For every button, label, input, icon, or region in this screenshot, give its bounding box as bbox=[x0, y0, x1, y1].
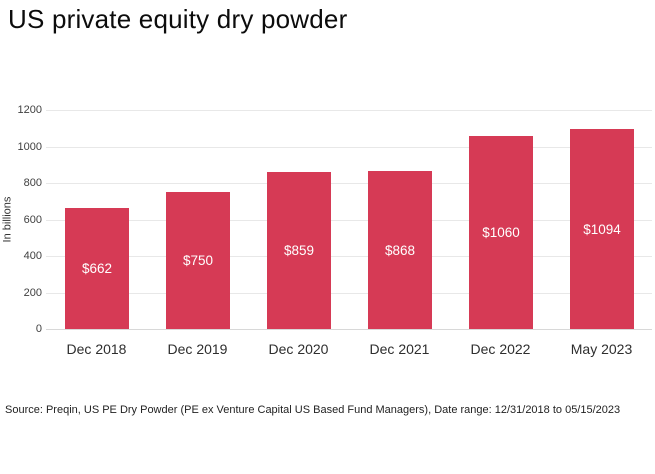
gridline bbox=[46, 147, 652, 148]
bar-value-label: $662 bbox=[81, 261, 113, 276]
bar-value-label: $1094 bbox=[583, 221, 621, 237]
y-tick-label: 200 bbox=[23, 287, 42, 299]
x-tick-label: May 2023 bbox=[570, 341, 633, 357]
y-tick-label: 1000 bbox=[17, 141, 42, 153]
x-axis-line bbox=[46, 329, 652, 330]
gridline bbox=[46, 110, 652, 111]
x-tick-label: Dec 2022 bbox=[470, 341, 531, 357]
bar: $662 bbox=[65, 208, 129, 329]
bar-value-label: $868 bbox=[384, 242, 416, 258]
x-tick-label: Dec 2021 bbox=[369, 341, 430, 357]
y-tick-label: 800 bbox=[23, 177, 42, 189]
bar: $1094 bbox=[570, 129, 634, 329]
gridline bbox=[46, 293, 652, 294]
x-tick-label: Dec 2018 bbox=[66, 341, 127, 357]
bar-value-label: $750 bbox=[182, 253, 214, 268]
y-tick-label: 0 bbox=[35, 323, 42, 335]
y-tick-label: 400 bbox=[23, 250, 42, 262]
bar: $750 bbox=[166, 192, 230, 329]
gridline bbox=[46, 220, 652, 221]
source-note: Source: Preqin, US PE Dry Powder (PE ex … bbox=[5, 404, 621, 416]
bar: $868 bbox=[368, 171, 432, 329]
bar: $1060 bbox=[469, 136, 533, 329]
chart-title: US private equity dry powder bbox=[8, 4, 348, 34]
y-tick-label: 600 bbox=[23, 214, 42, 226]
x-tick-label: Dec 2019 bbox=[167, 341, 228, 357]
x-tick-label: Dec 2020 bbox=[268, 341, 329, 357]
y-tick-label: 1200 bbox=[17, 104, 42, 116]
gridline bbox=[46, 256, 652, 257]
bar-value-label: $1060 bbox=[482, 225, 520, 240]
bar-value-label: $859 bbox=[283, 243, 315, 258]
gridline bbox=[46, 183, 652, 184]
bar: $859 bbox=[267, 172, 331, 329]
plot-area: $662 $750 $859 $868 $1060 $1094 bbox=[46, 110, 652, 330]
